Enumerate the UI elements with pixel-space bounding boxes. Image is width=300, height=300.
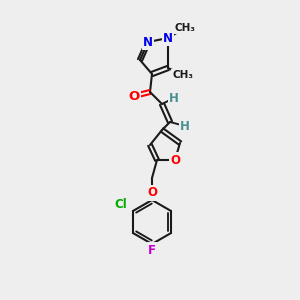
- Text: N: N: [163, 32, 173, 44]
- Text: CH₃: CH₃: [175, 23, 196, 33]
- Text: H: H: [169, 92, 179, 104]
- Text: O: O: [170, 154, 180, 166]
- Text: F: F: [148, 244, 156, 256]
- Text: N: N: [143, 35, 153, 49]
- Text: O: O: [147, 187, 157, 200]
- Text: Cl: Cl: [115, 199, 127, 212]
- Text: CH₃: CH₃: [172, 70, 194, 80]
- Text: H: H: [180, 119, 190, 133]
- Text: O: O: [128, 89, 140, 103]
